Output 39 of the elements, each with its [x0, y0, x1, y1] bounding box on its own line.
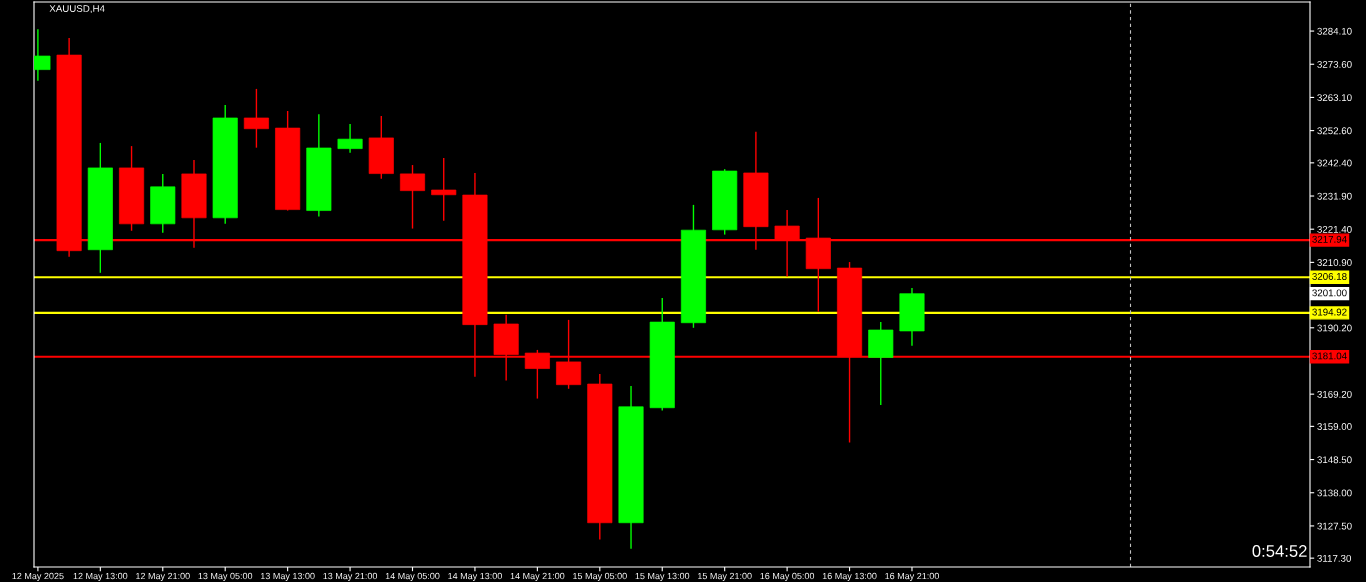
x-tick-label: 13 May 13:00 — [260, 572, 315, 581]
y-tick-label: 3221.40 — [1317, 225, 1352, 233]
x-tick-label: 13 May 05:00 — [198, 572, 253, 581]
ref-line-label: 3181.04 — [1312, 352, 1347, 360]
x-tick-label: 14 May 21:00 — [510, 572, 565, 581]
x-tick-label: 16 May 21:00 — [885, 572, 939, 581]
y-tick-label: 3242.40 — [1317, 159, 1352, 167]
x-tick-label: 14 May 05:00 — [385, 572, 440, 581]
x-tick-label: 15 May 21:00 — [698, 572, 752, 581]
x-tick-label: 16 May 05:00 — [760, 572, 815, 581]
x-tick-label: 15 May 13:00 — [635, 572, 690, 581]
y-tick-label: 3117.30 — [1317, 554, 1351, 562]
x-tick-label: 16 May 13:00 — [822, 572, 877, 581]
y-tick-label: 3169.20 — [1317, 390, 1352, 398]
y-tick-label: 3148.50 — [1317, 456, 1352, 464]
y-tick-label: 3252.60 — [1317, 127, 1352, 135]
y-tick-label: 3127.50 — [1317, 522, 1352, 530]
annotation: 0:54:52 — [1252, 545, 1307, 557]
y-tick-label: 3138.00 — [1317, 489, 1352, 497]
ref-line-label: 3206.18 — [1312, 273, 1347, 280]
chart-title: XAUUSD,H4 — [49, 5, 105, 14]
x-tick-label: 15 May 05:00 — [573, 572, 627, 581]
x-tick-label: 12 May 2025 — [12, 572, 64, 581]
y-tick-label: 3210.90 — [1317, 259, 1352, 266]
y-tick-label: 3190.20 — [1317, 324, 1352, 332]
x-tick-label: 13 May 21:00 — [323, 572, 378, 581]
ref-line-label: 3217.94 — [1312, 235, 1347, 243]
text: 3201.00 — [1312, 289, 1347, 297]
y-tick-label: 3231.90 — [1317, 192, 1352, 200]
y-tick-label: 3159.00 — [1317, 423, 1352, 430]
candlestick — [431, 157, 457, 222]
y-tick-label: 3263.10 — [1317, 94, 1352, 102]
x-tick-label: 14 May 13:00 — [448, 572, 502, 581]
candlestick — [243, 88, 269, 149]
ref-line-label: 3194.92 — [1312, 308, 1347, 316]
x-tick-label: 12 May 13:00 — [73, 572, 128, 581]
y-tick-label: 3273.60 — [1317, 60, 1352, 68]
x-tick-label: 12 May 21:00 — [136, 572, 190, 581]
y-tick-label: 3284.10 — [1317, 27, 1352, 35]
